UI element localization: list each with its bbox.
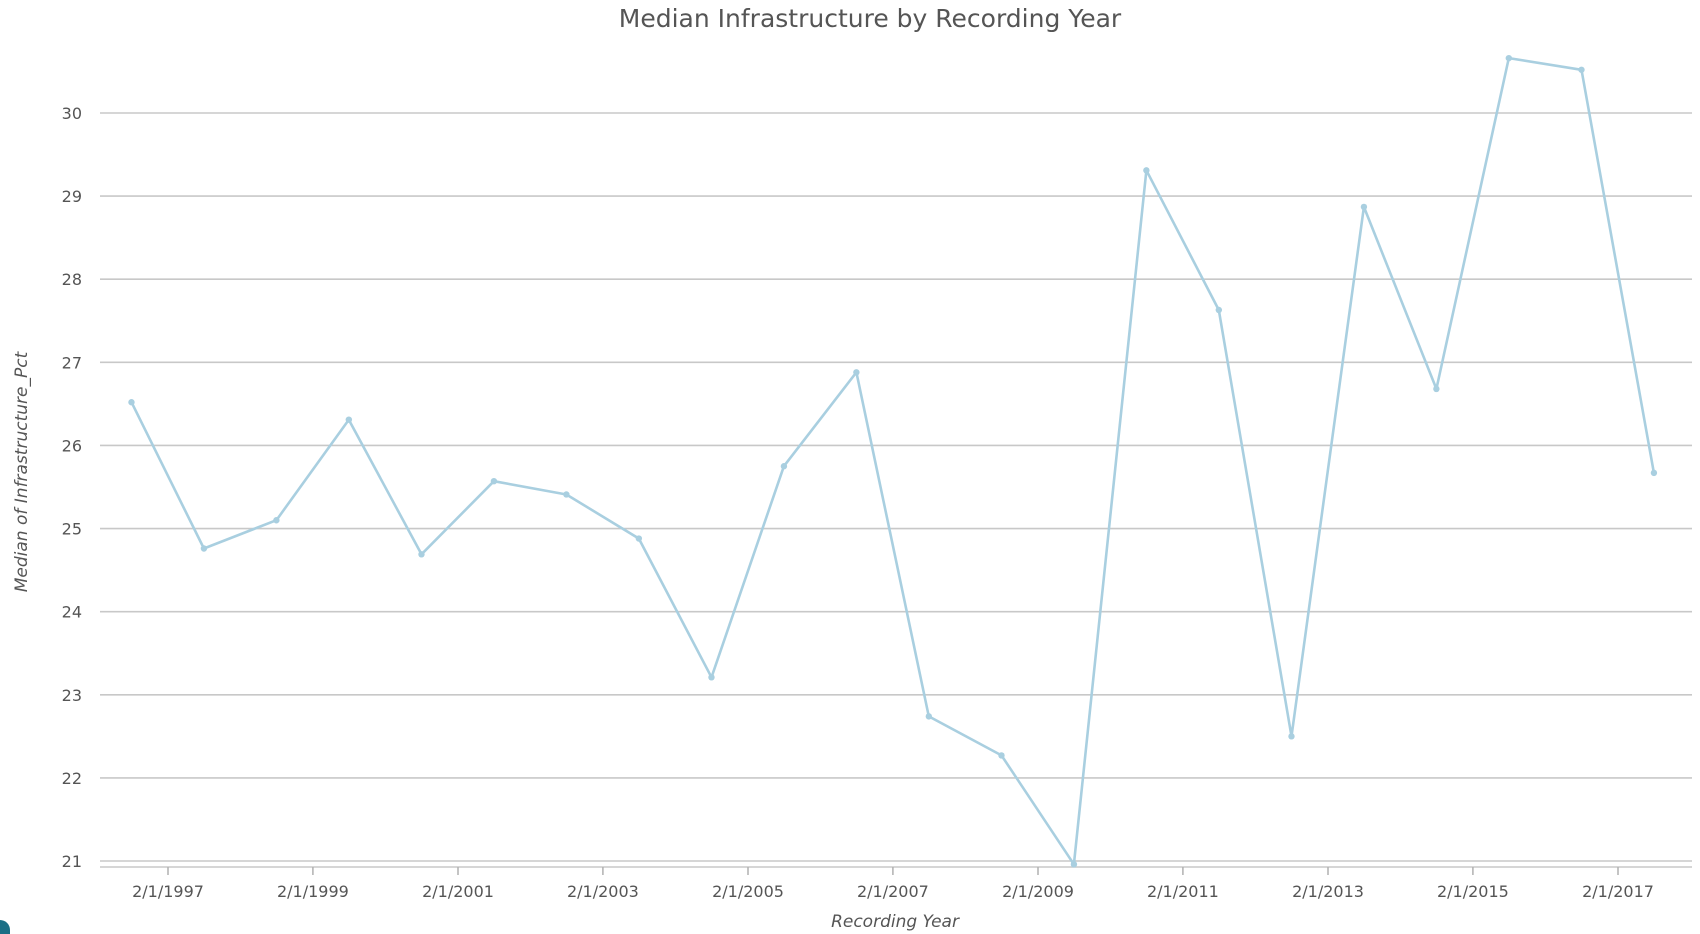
data-point[interactable] <box>853 369 860 376</box>
y-tick-label: 25 <box>62 520 82 539</box>
x-tick-label: 2/1/2005 <box>712 882 784 901</box>
y-tick-label: 23 <box>62 686 82 705</box>
data-point[interactable] <box>998 752 1005 759</box>
data-point[interactable] <box>708 674 715 681</box>
data-point[interactable] <box>1070 861 1078 868</box>
data-point[interactable] <box>200 545 208 552</box>
y-tick-label: 29 <box>62 187 82 206</box>
y-tick-label: 28 <box>62 270 82 289</box>
y-tick-labels: 21 22 23 24 25 26 27 28 29 30 <box>62 104 82 871</box>
x-tick-label: 2/1/2009 <box>1002 882 1074 901</box>
data-point[interactable] <box>1143 167 1150 174</box>
x-tick-label: 2/1/2001 <box>422 882 494 901</box>
data-point[interactable] <box>925 713 933 720</box>
gridlines <box>100 112 1692 868</box>
y-tick-label: 27 <box>62 353 82 372</box>
data-point[interactable] <box>563 491 570 498</box>
data-point[interactable] <box>1360 203 1368 211</box>
x-tick-label: 2/1/1999 <box>277 882 349 901</box>
x-tick-label: 2/1/2011 <box>1147 882 1219 901</box>
x-tick-label: 2/1/2017 <box>1582 882 1654 901</box>
x-tick-label: 2/1/1997 <box>132 882 204 901</box>
x-tick-label: 2/1/2007 <box>857 882 929 901</box>
chart-title: Median Infrastructure by Recording Year <box>619 4 1122 33</box>
x-tick-label: 2/1/2015 <box>1437 882 1509 901</box>
x-tick-label: 2/1/2013 <box>1292 882 1364 901</box>
data-point[interactable] <box>635 535 643 542</box>
data-point[interactable] <box>273 517 280 524</box>
x-axis-label: Recording Year <box>831 912 960 932</box>
y-tick-label: 30 <box>62 104 82 123</box>
data-point[interactable] <box>345 416 353 423</box>
series-line <box>130 56 1656 866</box>
data-point[interactable] <box>418 551 425 558</box>
data-point[interactable] <box>1433 385 1440 393</box>
data-point[interactable] <box>1215 306 1223 314</box>
y-tick-label: 21 <box>62 852 82 871</box>
data-point[interactable] <box>128 399 135 406</box>
data-point[interactable] <box>1288 733 1295 740</box>
series-layer <box>128 54 1658 868</box>
data-point[interactable] <box>1650 469 1658 477</box>
data-point[interactable] <box>780 463 788 470</box>
x-tick-label: 2/1/2003 <box>567 882 639 901</box>
data-point[interactable] <box>1578 66 1585 73</box>
x-ticks: 2/1/1997 2/1/1999 2/1/2001 2/1/2003 2/1/2005… <box>132 867 1654 901</box>
data-point[interactable] <box>490 477 498 485</box>
data-point[interactable] <box>1505 54 1513 62</box>
y-axis-label: Median of Infrastructure_Pct <box>12 350 32 592</box>
y-tick-label: 22 <box>62 769 82 788</box>
y-tick-label: 26 <box>62 436 82 455</box>
y-tick-label: 24 <box>62 603 82 622</box>
corner-marker <box>0 920 10 934</box>
